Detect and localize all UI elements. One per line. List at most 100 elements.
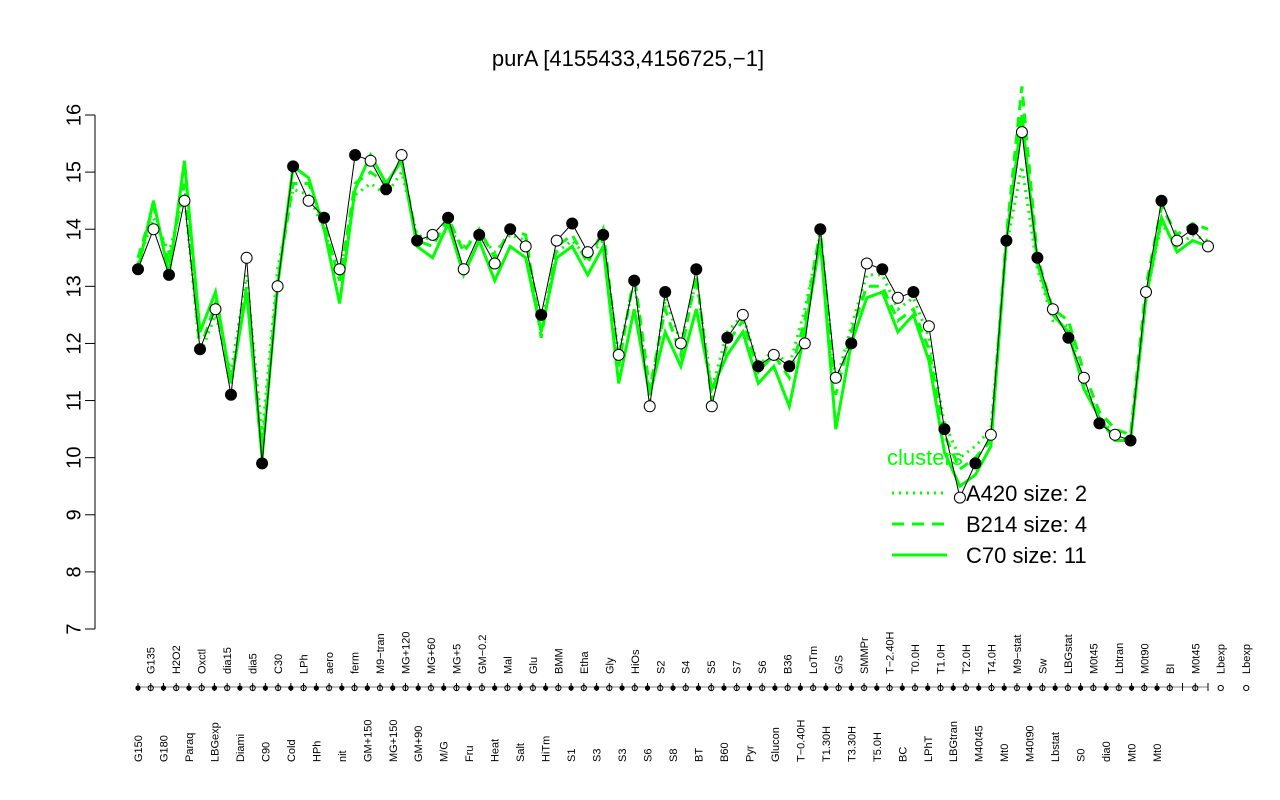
series-line-0	[136, 166, 1209, 461]
x-tick-label: LBGtran	[948, 721, 960, 762]
y-tick-label: 11	[63, 390, 85, 411]
x-tick-marker	[606, 684, 613, 692]
data-point	[1093, 417, 1106, 430]
x-tick-marker	[1064, 684, 1071, 692]
x-tick-label: Mt0	[999, 744, 1011, 762]
data-line	[137, 132, 1209, 500]
x-tick-label: LBGexp	[209, 722, 221, 762]
x-tick-marker	[466, 685, 472, 691]
x-tick-label: S3	[617, 749, 629, 762]
x-tick-label: T−2.40H	[885, 631, 897, 674]
x-tick-marker	[351, 684, 358, 692]
data-point	[767, 348, 780, 361]
x-tick-marker	[517, 685, 523, 691]
data-point	[488, 257, 501, 270]
data-point	[736, 308, 749, 321]
data-point	[907, 286, 920, 298]
x-tick-marker	[478, 684, 486, 692]
y-tick-label: 9	[63, 509, 85, 520]
y-tick-label: 14	[63, 218, 85, 240]
legend-entry: A420 size: 2	[966, 481, 1087, 506]
x-tick-marker	[529, 684, 536, 692]
data-point	[798, 337, 811, 350]
data-point	[814, 223, 827, 236]
x-tick-marker	[1243, 684, 1250, 692]
x-tick-label: MG+150	[388, 720, 400, 763]
data-point	[953, 491, 966, 504]
x-tick-marker	[300, 684, 307, 692]
x-tick-label: G180	[158, 735, 170, 762]
x-tick-marker	[186, 685, 192, 691]
data-point	[659, 286, 672, 298]
data-point	[783, 360, 796, 373]
y-tick-label: 13	[63, 275, 85, 297]
x-tick-marker	[160, 685, 167, 691]
x-tick-marker	[644, 685, 651, 691]
data-point	[628, 274, 641, 287]
data-point	[519, 240, 532, 253]
legend-entry: C70 size: 11	[966, 543, 1087, 568]
data-point	[271, 280, 284, 293]
x-tick-marker	[874, 685, 880, 691]
legend-title: clusters	[887, 445, 963, 470]
x-tick-label: C30	[273, 654, 285, 674]
y-axis: 7 8 9 10 11 12 13 14 15 16	[63, 104, 96, 635]
x-tick-marker	[262, 685, 268, 691]
y-tick-label: 15	[63, 161, 85, 183]
x-tick-label: G135	[146, 647, 158, 674]
x-tick-label: MG+5	[451, 644, 463, 674]
x-tick-label: LBGstat	[1063, 634, 1075, 674]
data-point	[829, 371, 842, 384]
x-tick-label: M40t90	[1025, 725, 1037, 762]
data-point	[969, 457, 982, 470]
x-tick-marker	[962, 684, 970, 692]
x-tick-marker	[543, 685, 549, 691]
x-tick-marker	[657, 684, 664, 692]
x-tick-marker	[339, 685, 345, 691]
x-tick-marker	[1052, 685, 1058, 691]
x-tick-marker	[1128, 685, 1135, 691]
data-point	[876, 263, 889, 276]
x-tick-label: S5	[706, 661, 718, 674]
x-tick-label: B60	[719, 742, 731, 762]
x-tick-label: GM+90	[413, 726, 425, 762]
x-tick-marker	[492, 685, 498, 691]
x-tick-marker	[1217, 684, 1224, 692]
data-point	[1000, 234, 1013, 247]
x-tick-marker	[860, 684, 868, 692]
data-point	[922, 320, 935, 333]
x-tick-marker	[810, 684, 817, 692]
x-tick-label: T3.30H	[846, 726, 858, 762]
data-point	[1046, 303, 1059, 316]
x-tick-label: MG+60	[426, 638, 438, 674]
x-tick-label: LPhT	[923, 735, 935, 762]
series-line-1	[136, 86, 1209, 472]
x-tick-marker	[708, 684, 715, 692]
x-tick-label: BI	[1165, 664, 1177, 674]
x-tick-label: T5.0H	[872, 732, 884, 762]
x-tick-label: Gly	[604, 657, 616, 674]
x-tick-label: Mt0	[1152, 744, 1164, 762]
x-tick-marker	[746, 685, 753, 691]
x-tick-marker	[441, 685, 447, 691]
x-tick-marker	[1001, 685, 1007, 691]
x-tick-label: dia5	[248, 653, 260, 674]
data-point	[752, 360, 765, 373]
x-tick-label: G150	[133, 735, 145, 762]
data-point	[597, 228, 610, 241]
x-tick-label: Lbtran	[1114, 643, 1126, 674]
x-tick-label: Glucon	[770, 727, 782, 762]
x-tick-label: H2O2	[171, 645, 183, 674]
x-tick-label: M9−tran	[375, 633, 387, 674]
x-tick-marker	[325, 684, 333, 692]
x-tick-label: BT	[693, 748, 705, 762]
x-tick-marker	[580, 684, 587, 692]
x-tick-label: S1	[566, 749, 578, 762]
data-point	[984, 428, 997, 441]
x-tick-marker	[1115, 684, 1122, 692]
x-tick-label: HiOs	[630, 649, 642, 674]
x-tick-marker	[555, 684, 562, 692]
data-point	[504, 223, 517, 236]
x-tick-label: Lbexp	[1241, 644, 1253, 674]
data-point	[1109, 428, 1121, 441]
